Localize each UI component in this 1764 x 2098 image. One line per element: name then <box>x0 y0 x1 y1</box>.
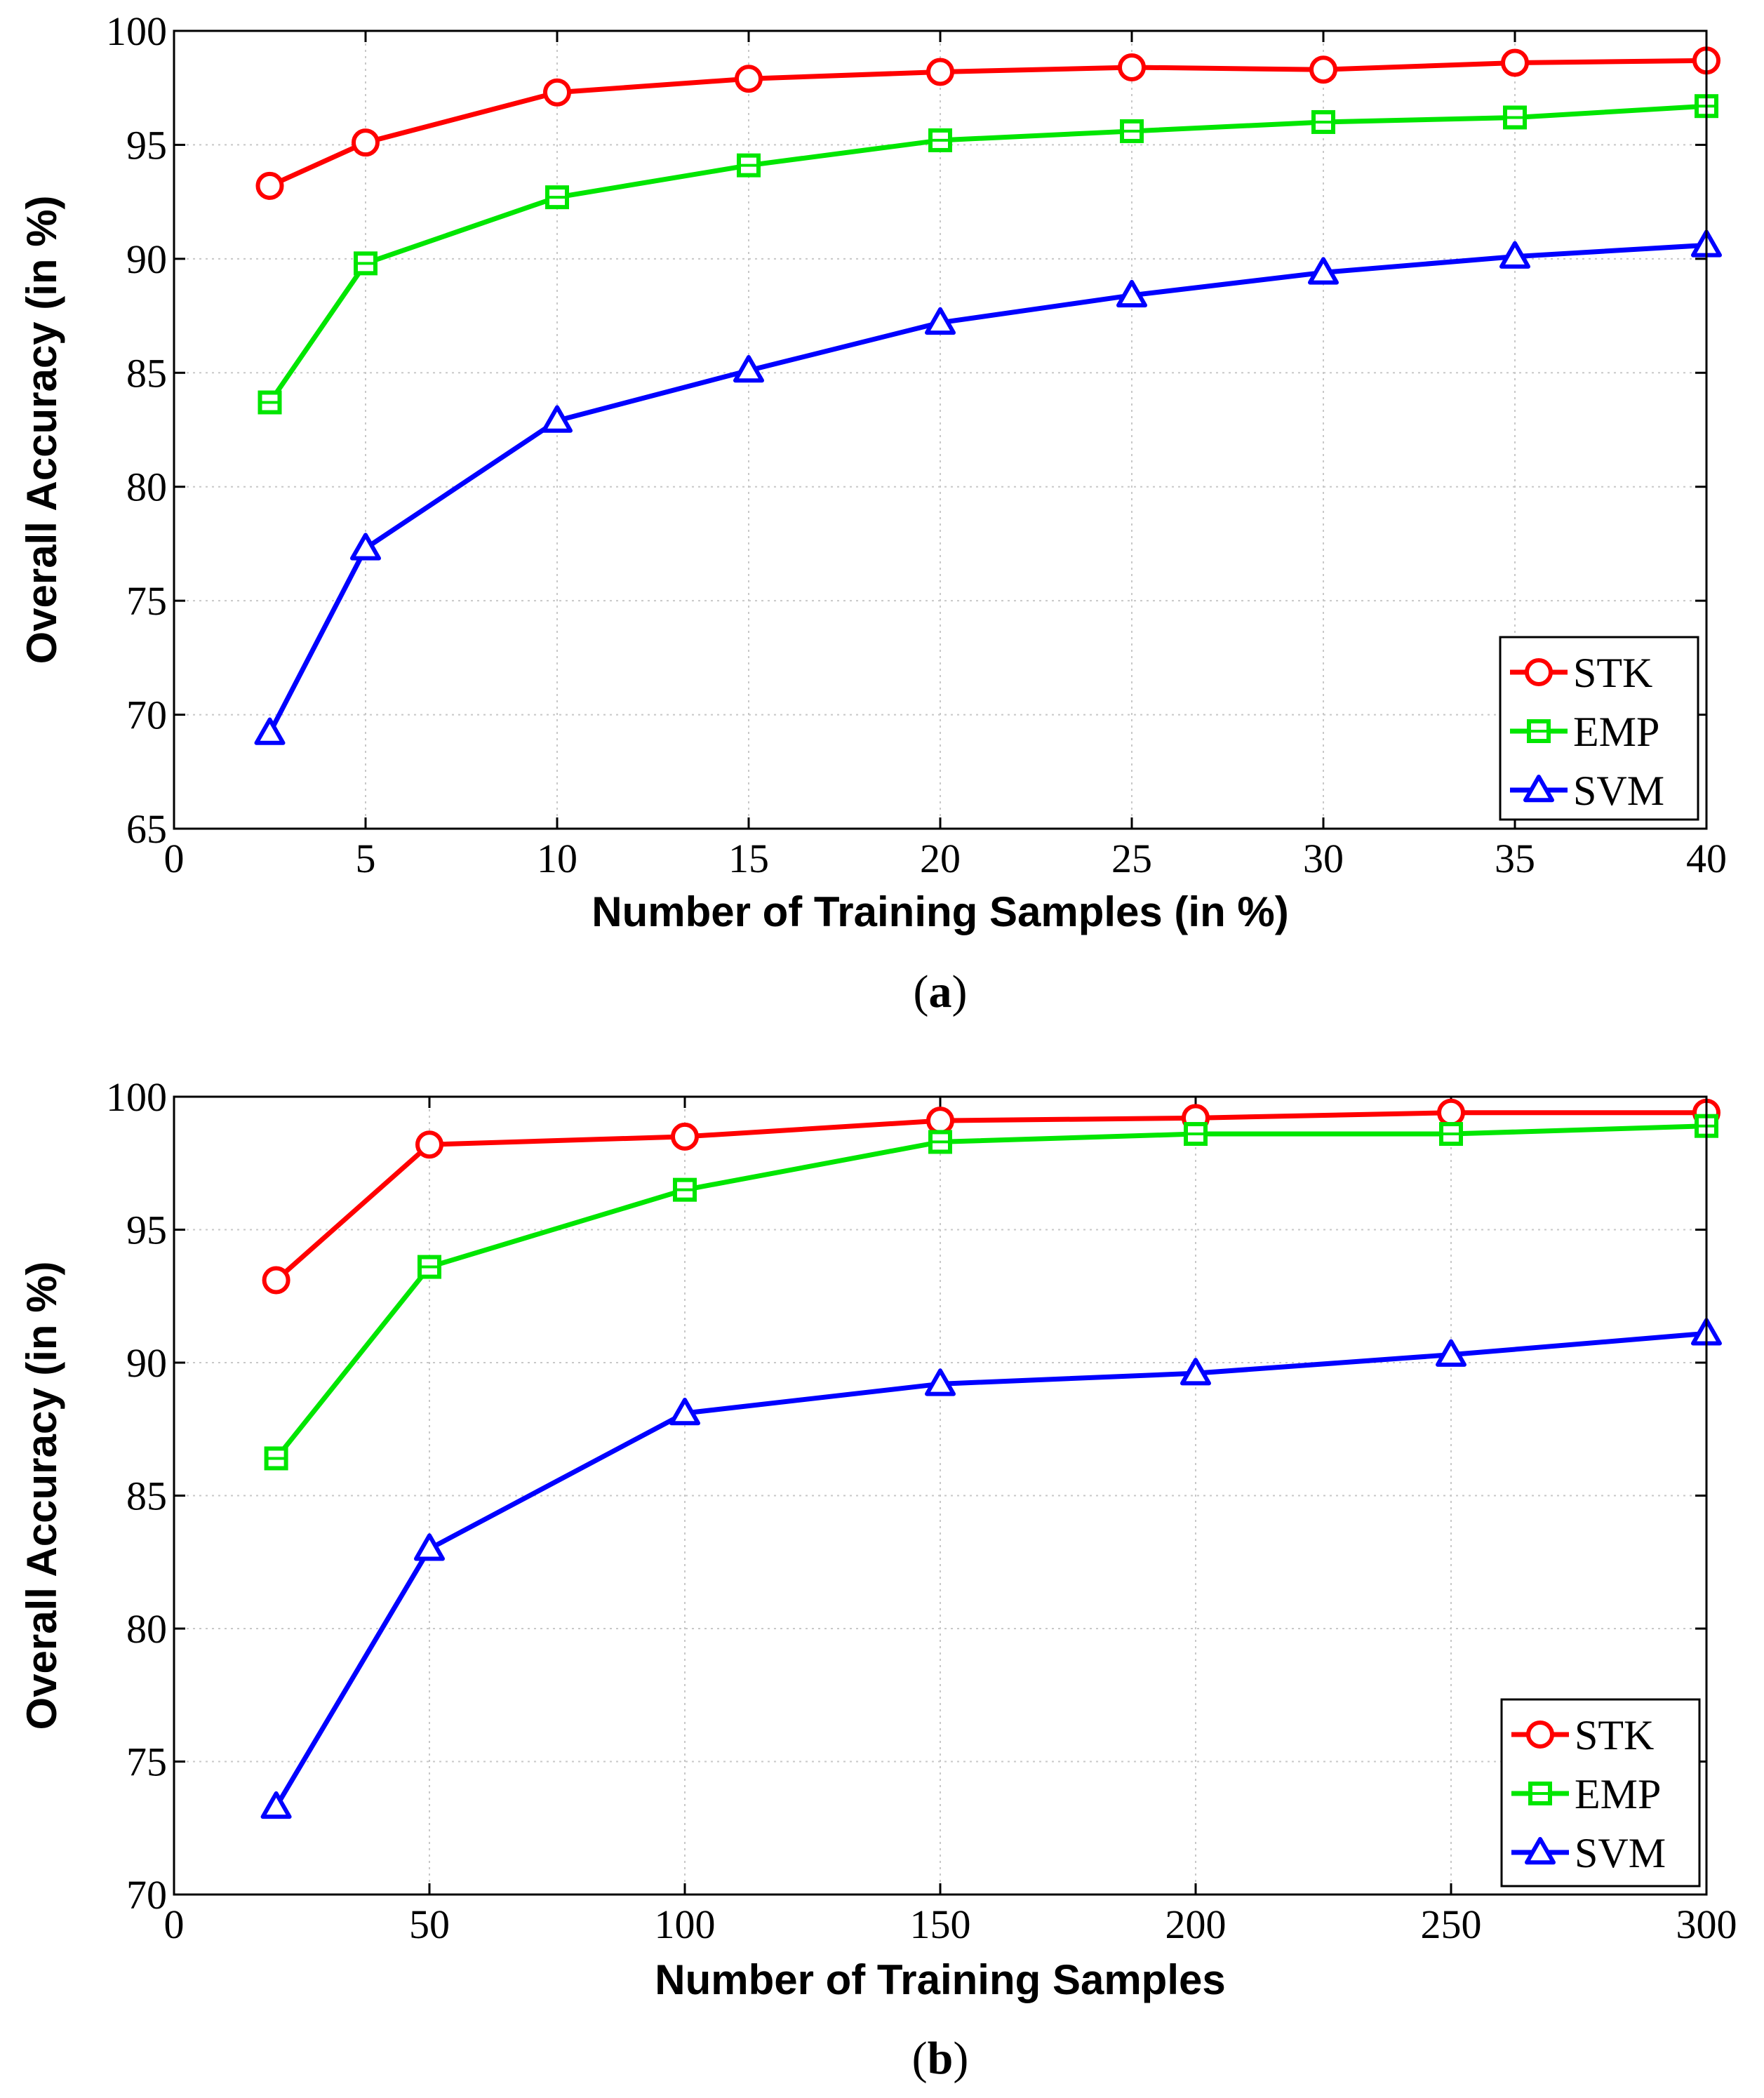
data-point-stk <box>735 65 763 93</box>
y-tick-label: 80 <box>126 465 167 510</box>
x-tick-label: 200 <box>1165 1902 1227 1947</box>
data-point-svm <box>1436 1339 1466 1367</box>
y-tick-label: 75 <box>126 578 167 624</box>
x-axis-title: Number of Training Samples (in %) <box>592 888 1288 935</box>
plot-frame <box>173 29 1708 830</box>
figure-caption: (b) <box>912 2033 969 2084</box>
data-point-stk <box>926 58 954 86</box>
legend-label: EMP <box>1573 709 1659 755</box>
legend-item-svm: SVM <box>1511 1830 1666 1876</box>
x-tick-label: 100 <box>655 1902 716 1947</box>
series-emp <box>264 1114 1718 1471</box>
data-point-svm <box>414 1533 445 1561</box>
y-tick-label: 70 <box>126 693 167 738</box>
series-svm <box>254 229 1722 745</box>
y-tick-label: 95 <box>126 122 167 168</box>
figure-caption: (a) <box>914 966 968 1017</box>
data-point-svm <box>254 717 286 745</box>
data-point-svm <box>1499 241 1530 269</box>
legend-marker <box>1525 1837 1556 1865</box>
data-point-svm <box>925 1368 956 1396</box>
data-point-stk <box>926 1107 954 1135</box>
x-tick-label: 250 <box>1421 1902 1482 1947</box>
data-point-stk <box>255 171 284 200</box>
x-tick-label: 150 <box>910 1902 971 1947</box>
x-tick-label: 5 <box>356 836 376 881</box>
y-tick-label: 70 <box>126 1872 167 1918</box>
y-tick-label: 65 <box>126 806 167 852</box>
y-tick-label: 90 <box>126 1340 167 1386</box>
caption-paren: ) <box>953 2033 968 2084</box>
x-tick-label: 30 <box>1303 836 1344 881</box>
caption-letter: b <box>928 2033 954 2084</box>
y-tick-label: 85 <box>126 350 167 396</box>
y-axis-title: Overall Accuracy (in %) <box>18 195 65 664</box>
legend-item-emp: EMP <box>1510 709 1659 755</box>
data-point-svm <box>1308 257 1339 285</box>
caption-letter: a <box>929 966 952 1017</box>
data-point-stk <box>415 1130 443 1159</box>
data-point-stk <box>352 128 380 157</box>
y-tick-label: 80 <box>126 1606 167 1652</box>
legend: STK EMP SVM <box>1499 636 1699 821</box>
x-tick-label: 300 <box>1676 1902 1737 1947</box>
legend-label: SVM <box>1575 1830 1666 1876</box>
data-point-svm <box>1116 279 1147 308</box>
chart-panel-a: 0 5 10 15 20 25 30 35 4065707580859095100STKEMPS… <box>18 8 1727 1017</box>
legend-item-svm: SVM <box>1510 768 1664 814</box>
y-tick-label: 100 <box>106 8 167 54</box>
data-point-svm <box>1180 1358 1211 1386</box>
legend-label: STK <box>1573 650 1652 696</box>
plot-frame <box>173 1095 1708 1896</box>
x-tick-label: 0 <box>164 1902 185 1947</box>
y-axis-title: Overall Accuracy (in %) <box>18 1261 65 1730</box>
legend-marker <box>1525 658 1553 686</box>
y-tick-label: 85 <box>126 1474 167 1519</box>
legend-item-emp: EMP <box>1511 1771 1661 1817</box>
caption-paren: ( <box>914 966 929 1017</box>
legend-item-stk: STK <box>1510 650 1652 696</box>
data-point-stk <box>1118 53 1146 81</box>
series-svm <box>260 1318 1722 1819</box>
x-tick-label: 15 <box>728 836 769 881</box>
legend-marker <box>1523 775 1554 803</box>
legend-item-stk: STK <box>1511 1712 1654 1758</box>
y-tick-label: 75 <box>126 1739 167 1785</box>
data-point-svm <box>669 1398 700 1426</box>
x-tick-label: 0 <box>164 836 185 881</box>
caption-paren: ( <box>912 2033 928 2084</box>
data-point-stk <box>1501 48 1529 77</box>
x-axis-title: Number of Training Samples <box>655 1956 1226 2003</box>
data-point-stk <box>543 78 571 107</box>
x-tick-label: 20 <box>920 836 961 881</box>
data-point-svm <box>733 355 764 383</box>
legend-label: SVM <box>1573 768 1664 814</box>
y-tick-label: 100 <box>106 1074 167 1120</box>
series-stk <box>255 46 1720 200</box>
legend-label: STK <box>1575 1712 1654 1758</box>
x-tick-label: 35 <box>1495 836 1535 881</box>
y-tick-label: 90 <box>126 236 167 282</box>
data-point-svm <box>925 307 956 335</box>
series-stk <box>262 1098 1720 1295</box>
x-tick-label: 50 <box>409 1902 450 1947</box>
series-emp <box>258 94 1718 415</box>
y-tick-label: 95 <box>126 1208 167 1253</box>
data-point-svm <box>350 533 381 561</box>
legend-marker <box>1526 1721 1554 1749</box>
caption-paren: ) <box>952 966 968 1017</box>
x-tick-label: 25 <box>1111 836 1152 881</box>
data-point-svm <box>542 405 573 433</box>
data-point-stk <box>1309 55 1337 84</box>
legend: STK EMP SVM <box>1500 1698 1701 1887</box>
x-tick-label: 40 <box>1686 836 1727 881</box>
x-tick-label: 10 <box>537 836 577 881</box>
chart-panel-b: 0 50 100 150 200 250 300707580859095100STKEMPS… <box>18 1074 1737 2084</box>
legend-label: EMP <box>1575 1771 1661 1817</box>
data-point-stk <box>1437 1098 1465 1127</box>
data-point-stk <box>671 1122 699 1151</box>
data-point-stk <box>262 1266 290 1295</box>
data-point-svm <box>260 1791 292 1819</box>
